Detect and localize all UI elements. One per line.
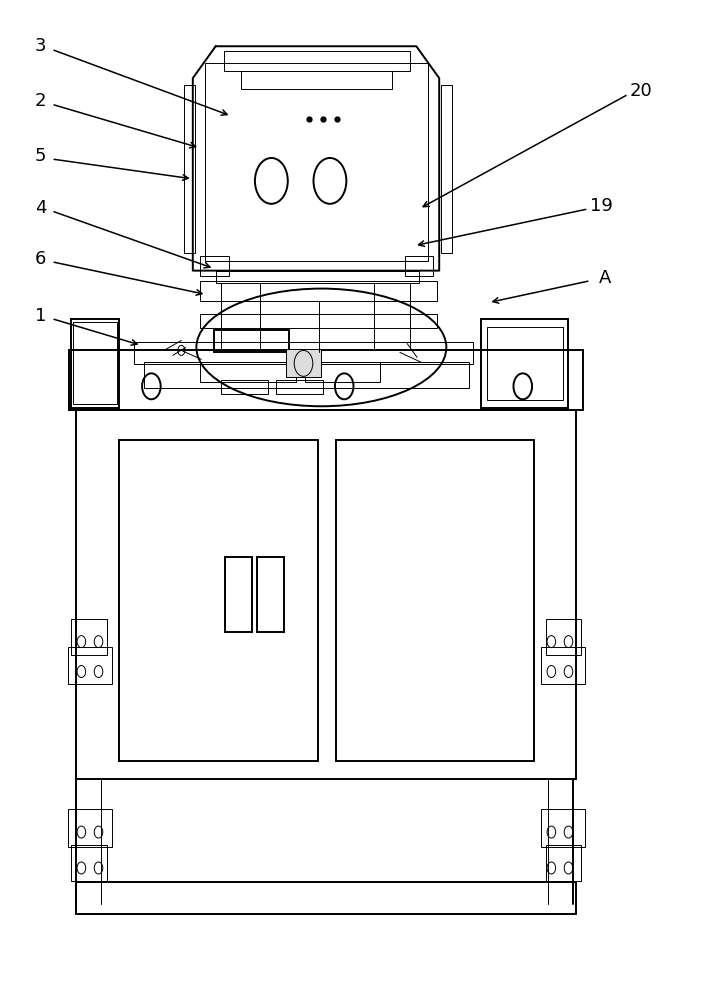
Bar: [276, 380, 323, 394]
Bar: [144, 362, 469, 388]
Bar: [546, 619, 581, 655]
Bar: [541, 647, 585, 684]
Text: 6: 6: [35, 250, 47, 268]
Bar: [71, 319, 119, 408]
Bar: [77, 410, 576, 779]
Bar: [481, 319, 569, 408]
Bar: [487, 327, 563, 400]
Bar: [205, 63, 428, 261]
Bar: [77, 882, 576, 914]
Bar: [72, 619, 107, 655]
Text: 20: 20: [630, 82, 652, 100]
Bar: [305, 362, 380, 382]
Text: 2: 2: [35, 92, 47, 110]
Bar: [133, 342, 473, 364]
Text: 19: 19: [590, 197, 613, 215]
Bar: [68, 647, 112, 684]
Bar: [224, 51, 410, 71]
Bar: [200, 314, 437, 328]
Text: 1: 1: [35, 307, 47, 325]
Text: A: A: [599, 269, 611, 287]
Bar: [119, 440, 318, 761]
Bar: [546, 845, 581, 881]
Bar: [222, 380, 267, 394]
Text: 4: 4: [35, 199, 47, 217]
Bar: [541, 809, 585, 847]
Text: 5: 5: [35, 147, 47, 165]
Bar: [241, 71, 392, 89]
Bar: [200, 281, 437, 301]
Bar: [285, 349, 321, 377]
Bar: [72, 845, 107, 881]
Bar: [73, 322, 117, 404]
Bar: [257, 557, 284, 632]
Bar: [70, 350, 584, 410]
Bar: [214, 330, 289, 352]
Text: 3: 3: [35, 37, 47, 55]
Bar: [68, 809, 112, 847]
Bar: [405, 256, 434, 276]
Bar: [336, 440, 534, 761]
Bar: [216, 271, 419, 283]
Bar: [225, 557, 252, 632]
Bar: [184, 85, 195, 253]
Bar: [441, 85, 452, 253]
Bar: [200, 256, 229, 276]
Bar: [200, 362, 296, 382]
